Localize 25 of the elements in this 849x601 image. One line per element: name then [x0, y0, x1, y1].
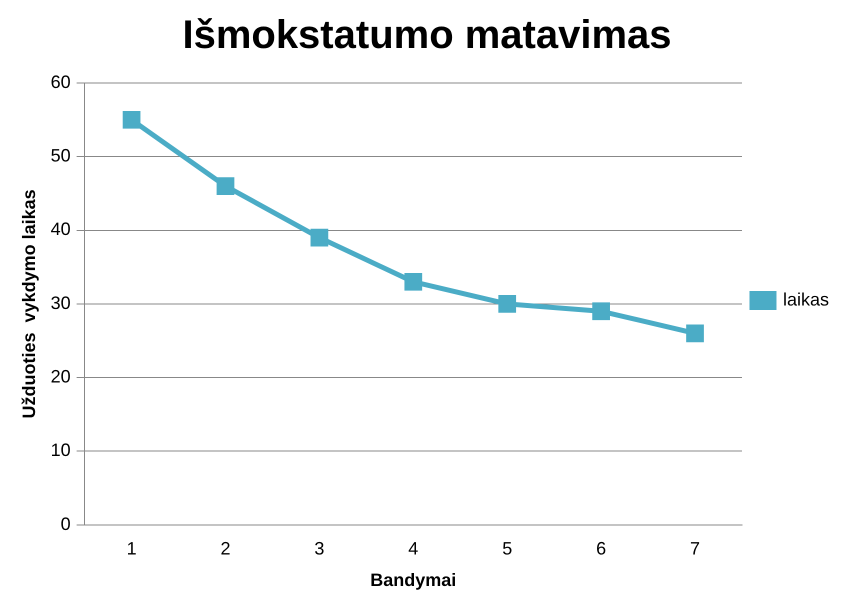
legend-label: laikas	[782, 289, 830, 310]
y-tick-label: 50	[50, 146, 71, 166]
point	[592, 302, 610, 320]
y-axis-title: Užduoties vykdymo laikas	[18, 189, 39, 418]
point	[310, 228, 328, 246]
chart-title: Išmokstatumo matavimas	[182, 13, 672, 58]
y-tick-label: 10	[50, 440, 71, 460]
x-tick-label: 2	[220, 538, 230, 559]
point	[498, 295, 516, 313]
point	[404, 272, 422, 291]
x-tick-label: 1	[126, 538, 137, 559]
point	[122, 110, 140, 129]
y-tick-label: 60	[50, 72, 71, 92]
x-tick-label: 5	[502, 538, 512, 559]
y-tick-label: 30	[50, 292, 71, 313]
y-tick-label: 40	[50, 219, 71, 240]
y-tick-label: 0	[60, 514, 71, 534]
x-tick-label: 4	[408, 538, 418, 559]
x-axis-title: Bandymai	[370, 570, 456, 590]
x-tick-label: 7	[690, 538, 700, 559]
point	[686, 324, 704, 342]
point	[216, 177, 234, 195]
x-tick-label: 6	[596, 538, 606, 559]
y-tick-label: 20	[50, 366, 71, 386]
x-tick-label: 3	[314, 538, 324, 559]
